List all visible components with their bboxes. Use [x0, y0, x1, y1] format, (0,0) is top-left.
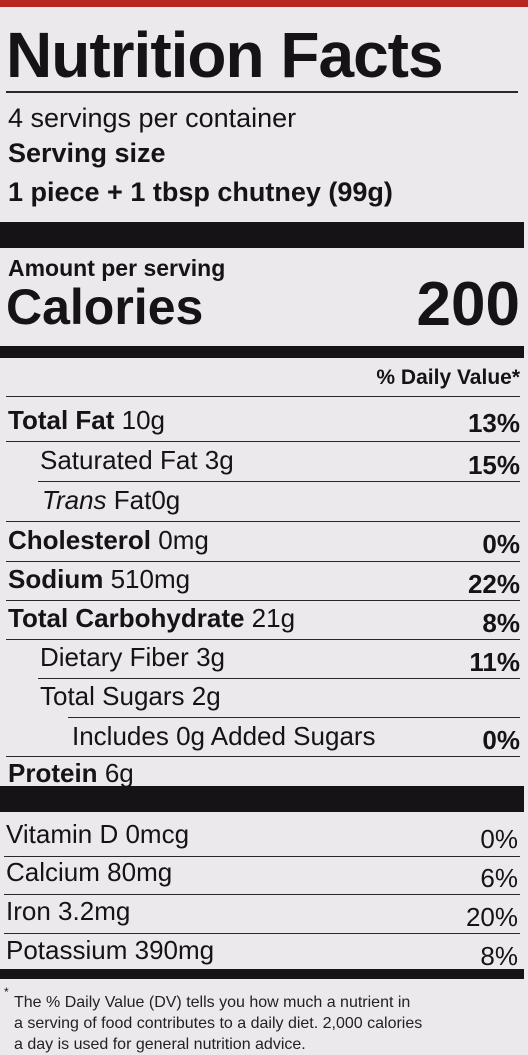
vitamin-amount: 80mg [107, 857, 173, 887]
nutrient-dv: 11% [469, 647, 520, 677]
nutrient-name: Protein [8, 758, 98, 788]
nutrient-dv: 0% [482, 725, 520, 755]
calories-value: 200 [416, 270, 520, 339]
nutrient-row-cholesterol: Cholesterol 0mg [8, 525, 209, 555]
title-rule [6, 91, 518, 93]
footnote-asterisk: * [4, 985, 9, 999]
vitamin-name: Vitamin D [6, 819, 119, 849]
vitamin-name: Iron [6, 896, 51, 926]
vitamin-name: Potassium [6, 935, 128, 965]
nutrient-row-protein: Protein 6g [8, 758, 134, 788]
nutrient-amount: 3g [204, 445, 234, 475]
nutrient-amount: 510mg [110, 564, 191, 594]
nutrient-amount: 21g [251, 603, 296, 633]
daily-value-header: % Daily Value* [376, 366, 520, 389]
nutrient-dv: 22% [467, 569, 520, 599]
row-rule [6, 561, 520, 562]
row-rule [4, 933, 520, 934]
row-rule [4, 856, 520, 857]
vitamin-dv: 6% [480, 863, 518, 893]
label-title: Nutrition Facts [6, 19, 444, 91]
red-package-strip [0, 0, 528, 7]
vitamin-amount: 3.2mg [58, 896, 131, 926]
row-rule [38, 678, 520, 679]
vitamin-dv: 8% [480, 941, 518, 971]
nutrient-amount: 10g [121, 405, 166, 435]
row-rule [4, 894, 520, 895]
serving-size-label: Serving size [8, 138, 166, 168]
nutrient-name: Cholesterol [8, 525, 152, 555]
vitamin-row-calcium: Calcium 80mg [6, 857, 172, 887]
vitamin-row-vitamin-d: Vitamin D 0mcg [6, 819, 189, 849]
nutrient-row-total-fat: Total Fat 10g [8, 405, 165, 435]
nutrient-row-added-sugars: Includes 0g Added Sugars [72, 721, 376, 751]
row-rule [6, 441, 520, 442]
nutrient-name: Dietary Fiber [40, 642, 189, 672]
footnote-line-3: a day is used for general nutrition advi… [14, 1036, 306, 1053]
row-rule [68, 717, 520, 718]
nutrient-name: Saturated Fat [40, 445, 198, 475]
thick-bar-top [0, 222, 524, 248]
nutrient-row-total-carbohydrate: Total Carbohydrate 21g [8, 603, 295, 633]
thick-bar-vitamins [0, 786, 524, 812]
row-rule [6, 756, 520, 757]
nutrient-name-italic: Trans [42, 485, 107, 515]
nutrient-amount: 6g [104, 758, 134, 788]
nutrient-name: Total Sugars [40, 681, 185, 711]
vitamin-dv: 20% [465, 902, 518, 932]
row-rule [6, 521, 520, 522]
row-rule [38, 481, 520, 482]
nutrient-row-dietary-fiber: Dietary Fiber 3g [40, 642, 225, 672]
nutrient-name: Sodium [8, 564, 104, 594]
nutrient-name: Total Carbohydrate [8, 603, 245, 633]
nutrient-amount: 0mg [158, 525, 209, 555]
row-rule [6, 600, 520, 601]
nutrient-row-trans-fat: Trans Fat0g [42, 485, 180, 515]
nutrient-name: Total Fat [8, 405, 115, 435]
nutrient-dv: 13% [467, 408, 520, 438]
vitamin-amount: 0mcg [125, 819, 190, 849]
amount-per-serving: Amount per serving [8, 255, 226, 281]
nutrient-dv: 8% [482, 608, 520, 638]
nutrient-row-sodium: Sodium 510mg [8, 564, 190, 594]
vitamin-amount: 390mg [134, 935, 215, 965]
calories-label: Calories [6, 279, 204, 335]
row-rule [6, 639, 520, 640]
nutrition-facts-panel: Nutrition Facts 4 servings per container… [0, 7, 528, 1055]
nutrient-amount: 2g [191, 681, 221, 711]
nutrient-row-saturated-fat: Saturated Fat 3g [40, 445, 234, 475]
nutrient-dv: 15% [467, 450, 520, 480]
vitamin-row-iron: Iron 3.2mg [6, 896, 130, 926]
thick-bar-footnote [0, 969, 524, 979]
footnote-line-1: The % Daily Value (DV) tells you how muc… [14, 994, 411, 1011]
vitamin-name: Calcium [6, 857, 100, 887]
servings-per-container: 4 servings per container [8, 103, 297, 133]
vitamin-dv: 0% [480, 824, 518, 854]
nutrient-name: Includes 0g Added Sugars [72, 721, 376, 751]
row-rule [6, 396, 520, 397]
nutrient-name: Fat [113, 485, 152, 515]
nutrient-amount: 3g [196, 642, 225, 672]
footnote-line-2: a serving of food contributes to a daily… [14, 1015, 423, 1032]
nutrient-amount: 0g [151, 485, 181, 515]
vitamin-row-potassium: Potassium 390mg [6, 935, 214, 965]
serving-size-value: 1 piece + 1 tbsp chutney (99g) [8, 177, 393, 207]
nutrient-row-total-sugars: Total Sugars 2g [40, 681, 221, 711]
nutrient-dv: 0% [482, 529, 520, 559]
thick-bar-calories [0, 346, 524, 358]
